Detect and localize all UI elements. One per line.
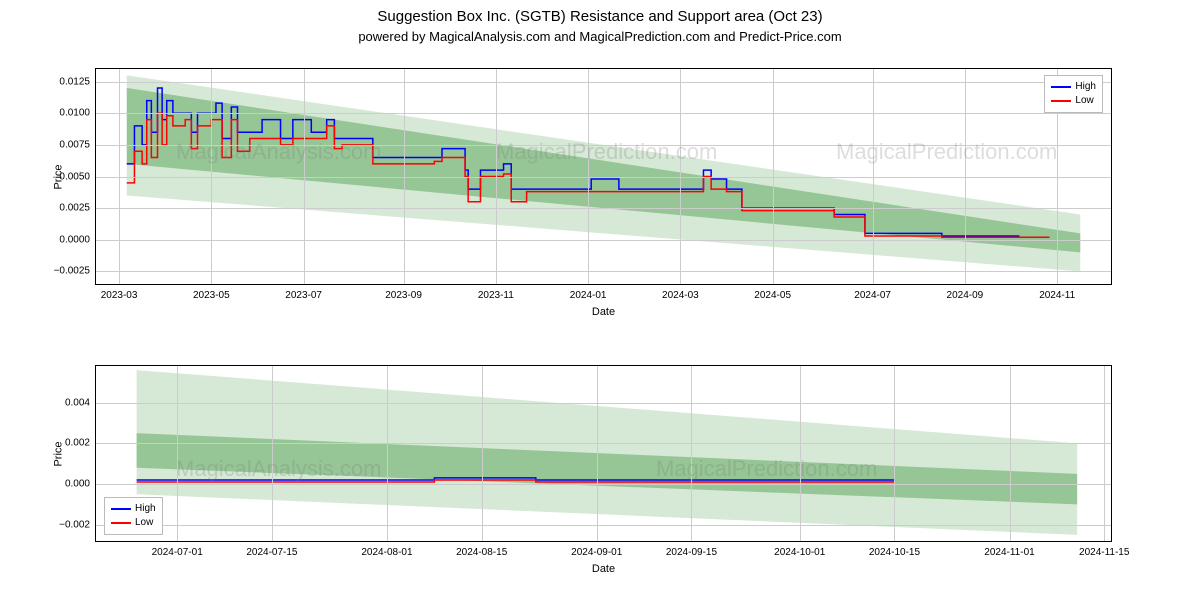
gridline-v bbox=[965, 69, 966, 284]
ytick-label: 0.004 bbox=[65, 397, 90, 408]
xtick-label: 2023-09 bbox=[385, 290, 422, 301]
legend-swatch bbox=[111, 508, 131, 510]
legend-item: High bbox=[1051, 80, 1096, 94]
gridline-h bbox=[96, 177, 1111, 178]
gridline-v bbox=[304, 69, 305, 284]
xtick-label: 2024-09 bbox=[947, 290, 984, 301]
xtick-label: 2023-05 bbox=[193, 290, 230, 301]
xlabel: Date bbox=[592, 306, 615, 318]
gridline-h bbox=[96, 403, 1111, 404]
xtick-label: 2024-11 bbox=[1039, 290, 1075, 301]
gridline-h bbox=[96, 271, 1111, 272]
legend-item: High bbox=[111, 502, 156, 516]
xlabel: Date bbox=[592, 563, 615, 575]
xtick-label: 2024-10-15 bbox=[869, 547, 920, 558]
ytick-label: 0.000 bbox=[65, 479, 90, 490]
gridline-v bbox=[894, 366, 895, 541]
chart-subtitle: powered by MagicalAnalysis.com and Magic… bbox=[0, 25, 1200, 44]
ylabel: Price bbox=[53, 441, 65, 466]
legend-label: High bbox=[1075, 80, 1096, 94]
xtick-label: 2024-07-15 bbox=[246, 547, 297, 558]
legend-item: Low bbox=[1051, 94, 1096, 108]
gridline-v bbox=[773, 69, 774, 284]
xtick-label: 2023-11 bbox=[478, 290, 514, 301]
gridline-h bbox=[96, 240, 1111, 241]
gridline-v bbox=[873, 69, 874, 284]
gridline-h bbox=[96, 82, 1111, 83]
xtick-label: 2024-08-15 bbox=[456, 547, 507, 558]
gridline-v bbox=[800, 366, 801, 541]
xtick-label: 2023-07 bbox=[285, 290, 322, 301]
chart-title: Suggestion Box Inc. (SGTB) Resistance an… bbox=[0, 0, 1200, 25]
legend-label: High bbox=[135, 502, 156, 516]
xtick-label: 2024-09-01 bbox=[571, 547, 622, 558]
figure-container: Suggestion Box Inc. (SGTB) Resistance an… bbox=[0, 0, 1200, 600]
legend: HighLow bbox=[104, 497, 163, 535]
legend-label: Low bbox=[1075, 94, 1093, 108]
ytick-label: −0.0025 bbox=[54, 266, 90, 277]
gridline-v bbox=[119, 69, 120, 284]
ytick-label: 0.0025 bbox=[59, 203, 90, 214]
xtick-label: 2023-03 bbox=[101, 290, 138, 301]
gridline-v bbox=[1010, 366, 1011, 541]
xtick-label: 2024-03 bbox=[662, 290, 699, 301]
gridline-v bbox=[211, 69, 212, 284]
gridline-v bbox=[482, 366, 483, 541]
gridline-h bbox=[96, 443, 1111, 444]
chart-svg bbox=[96, 366, 1111, 541]
xtick-label: 2024-11-01 bbox=[984, 547, 1034, 558]
ytick-label: −0.002 bbox=[59, 519, 90, 530]
gridline-v bbox=[177, 366, 178, 541]
gridline-v bbox=[496, 69, 497, 284]
legend-item: Low bbox=[111, 516, 156, 530]
ytick-label: 0.0075 bbox=[59, 139, 90, 150]
xtick-label: 2024-10-01 bbox=[774, 547, 825, 558]
gridline-h bbox=[96, 145, 1111, 146]
gridline-v bbox=[680, 69, 681, 284]
legend-swatch bbox=[111, 522, 131, 524]
gridline-h bbox=[96, 525, 1111, 526]
gridline-v bbox=[1104, 366, 1105, 541]
ytick-label: 0.0000 bbox=[59, 234, 90, 245]
ytick-label: 0.0125 bbox=[59, 76, 90, 87]
ytick-label: 0.002 bbox=[65, 438, 90, 449]
legend: HighLow bbox=[1044, 75, 1103, 113]
legend-label: Low bbox=[135, 516, 153, 530]
ytick-label: 0.0050 bbox=[59, 171, 90, 182]
gridline-v bbox=[387, 366, 388, 541]
gridline-v bbox=[272, 366, 273, 541]
xtick-label: 2024-05 bbox=[754, 290, 791, 301]
legend-swatch bbox=[1051, 100, 1071, 102]
gridline-v bbox=[404, 69, 405, 284]
xtick-label: 2024-08-01 bbox=[361, 547, 412, 558]
xtick-label: 2024-11-15 bbox=[1079, 547, 1129, 558]
gridline-v bbox=[588, 69, 589, 284]
gridline-v bbox=[691, 366, 692, 541]
chart-panel-top: Price Date −0.00250.00000.00250.00500.00… bbox=[95, 68, 1112, 285]
gridline-h bbox=[96, 208, 1111, 209]
chart-panel-bottom: Price Date −0.0020.0000.0020.0042024-07-… bbox=[95, 365, 1112, 542]
legend-swatch bbox=[1051, 86, 1071, 88]
xtick-label: 2024-07 bbox=[854, 290, 891, 301]
ytick-label: 0.0100 bbox=[59, 108, 90, 119]
xtick-label: 2024-01 bbox=[570, 290, 607, 301]
xtick-label: 2024-07-01 bbox=[152, 547, 203, 558]
xtick-label: 2024-09-15 bbox=[666, 547, 717, 558]
gridline-h bbox=[96, 484, 1111, 485]
gridline-h bbox=[96, 113, 1111, 114]
gridline-v bbox=[597, 366, 598, 541]
